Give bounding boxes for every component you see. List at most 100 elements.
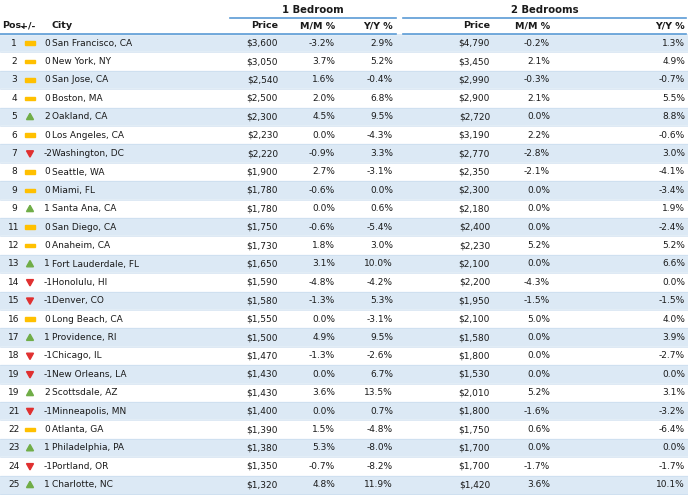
Text: $1,420: $1,420 xyxy=(459,480,490,489)
Text: 0: 0 xyxy=(44,39,50,48)
Text: $2,900: $2,900 xyxy=(459,94,490,103)
Bar xyxy=(25,170,35,174)
Text: 3: 3 xyxy=(11,76,17,85)
Text: -6.4%: -6.4% xyxy=(659,425,685,434)
Text: -0.3%: -0.3% xyxy=(524,76,550,85)
Text: $1,950: $1,950 xyxy=(458,297,490,305)
Text: 8.8%: 8.8% xyxy=(662,112,685,121)
Polygon shape xyxy=(27,151,34,157)
Text: 5.2%: 5.2% xyxy=(370,57,393,66)
Text: 1.8%: 1.8% xyxy=(312,241,335,250)
Text: 1: 1 xyxy=(44,204,50,213)
Text: 9: 9 xyxy=(11,204,17,213)
Text: 13.5%: 13.5% xyxy=(364,388,393,397)
Text: Long Beach, CA: Long Beach, CA xyxy=(52,315,122,324)
Text: 13: 13 xyxy=(8,259,20,268)
Text: 18: 18 xyxy=(8,351,20,360)
Text: -4.1%: -4.1% xyxy=(659,167,685,177)
Text: 0.7%: 0.7% xyxy=(370,407,393,416)
Text: 0.0%: 0.0% xyxy=(527,351,550,360)
Text: $1,780: $1,780 xyxy=(246,186,278,195)
Text: $1,350: $1,350 xyxy=(246,462,278,471)
Text: $1,800: $1,800 xyxy=(458,351,490,360)
Text: -1.5%: -1.5% xyxy=(524,297,550,305)
Text: 12: 12 xyxy=(8,241,20,250)
Text: 3.3%: 3.3% xyxy=(370,149,393,158)
Text: -2.7%: -2.7% xyxy=(659,351,685,360)
Text: 3.1%: 3.1% xyxy=(662,388,685,397)
Bar xyxy=(0,255,688,273)
Text: $1,730: $1,730 xyxy=(246,241,278,250)
Text: Oakland, CA: Oakland, CA xyxy=(52,112,107,121)
Text: 5.5%: 5.5% xyxy=(662,94,685,103)
Text: -4.8%: -4.8% xyxy=(309,278,335,287)
Polygon shape xyxy=(27,389,34,396)
Polygon shape xyxy=(27,334,34,341)
Text: 3.7%: 3.7% xyxy=(312,57,335,66)
Text: 6.6%: 6.6% xyxy=(662,259,685,268)
Bar xyxy=(25,225,35,229)
Bar xyxy=(25,189,35,192)
Text: 1: 1 xyxy=(44,333,50,342)
Text: $1,780: $1,780 xyxy=(246,204,278,213)
Text: Fort Lauderdale, FL: Fort Lauderdale, FL xyxy=(52,259,139,268)
Text: 0: 0 xyxy=(44,94,50,103)
Text: 0.0%: 0.0% xyxy=(312,407,335,416)
Text: Boston, MA: Boston, MA xyxy=(52,94,103,103)
Text: $1,470: $1,470 xyxy=(246,351,278,360)
Text: 4.9%: 4.9% xyxy=(662,57,685,66)
Text: 9: 9 xyxy=(11,186,17,195)
Text: 0.0%: 0.0% xyxy=(312,370,335,379)
Text: Price: Price xyxy=(463,21,490,31)
Text: -4.2%: -4.2% xyxy=(367,278,393,287)
Text: $1,380: $1,380 xyxy=(246,444,278,452)
Text: +/-: +/- xyxy=(21,21,36,31)
Bar xyxy=(25,428,35,432)
Bar xyxy=(0,273,688,292)
Text: $3,450: $3,450 xyxy=(459,57,490,66)
Text: 7: 7 xyxy=(11,149,17,158)
Polygon shape xyxy=(27,280,34,286)
Text: 5.2%: 5.2% xyxy=(527,241,550,250)
Text: $2,300: $2,300 xyxy=(246,112,278,121)
Text: New York, NY: New York, NY xyxy=(52,57,111,66)
Bar xyxy=(0,34,688,52)
Text: Minneapolis, MN: Minneapolis, MN xyxy=(52,407,127,416)
Text: $1,320: $1,320 xyxy=(246,480,278,489)
Text: -2: -2 xyxy=(44,149,53,158)
Text: -0.4%: -0.4% xyxy=(367,76,393,85)
Text: 0.0%: 0.0% xyxy=(527,112,550,121)
Text: $1,500: $1,500 xyxy=(246,333,278,342)
Text: 3.0%: 3.0% xyxy=(370,241,393,250)
Text: $1,390: $1,390 xyxy=(246,425,278,434)
Text: 0: 0 xyxy=(44,186,50,195)
Polygon shape xyxy=(27,353,34,359)
Text: 0: 0 xyxy=(44,57,50,66)
Text: $2,350: $2,350 xyxy=(459,167,490,177)
Text: Santa Ana, CA: Santa Ana, CA xyxy=(52,204,116,213)
Text: Scottsdale, AZ: Scottsdale, AZ xyxy=(52,388,118,397)
Text: 3.9%: 3.9% xyxy=(662,333,685,342)
Text: $2,230: $2,230 xyxy=(459,241,490,250)
Bar xyxy=(25,42,35,45)
Bar xyxy=(0,163,688,181)
Text: 2.9%: 2.9% xyxy=(370,39,393,48)
Bar xyxy=(0,145,688,163)
Text: 10.1%: 10.1% xyxy=(656,480,685,489)
Text: 21: 21 xyxy=(8,407,20,416)
Text: Honolulu, HI: Honolulu, HI xyxy=(52,278,107,287)
Text: Chicago, IL: Chicago, IL xyxy=(52,351,102,360)
Text: -3.4%: -3.4% xyxy=(659,186,685,195)
Bar xyxy=(0,89,688,107)
Text: $2,100: $2,100 xyxy=(459,315,490,324)
Text: -3.2%: -3.2% xyxy=(659,407,685,416)
Text: 2.2%: 2.2% xyxy=(527,131,550,140)
Bar xyxy=(0,310,688,328)
Bar xyxy=(0,457,688,476)
Text: 14: 14 xyxy=(8,278,20,287)
Bar xyxy=(0,199,688,218)
Text: $2,230: $2,230 xyxy=(247,131,278,140)
Text: City: City xyxy=(52,21,73,31)
Polygon shape xyxy=(27,260,34,267)
Text: $2,720: $2,720 xyxy=(459,112,490,121)
